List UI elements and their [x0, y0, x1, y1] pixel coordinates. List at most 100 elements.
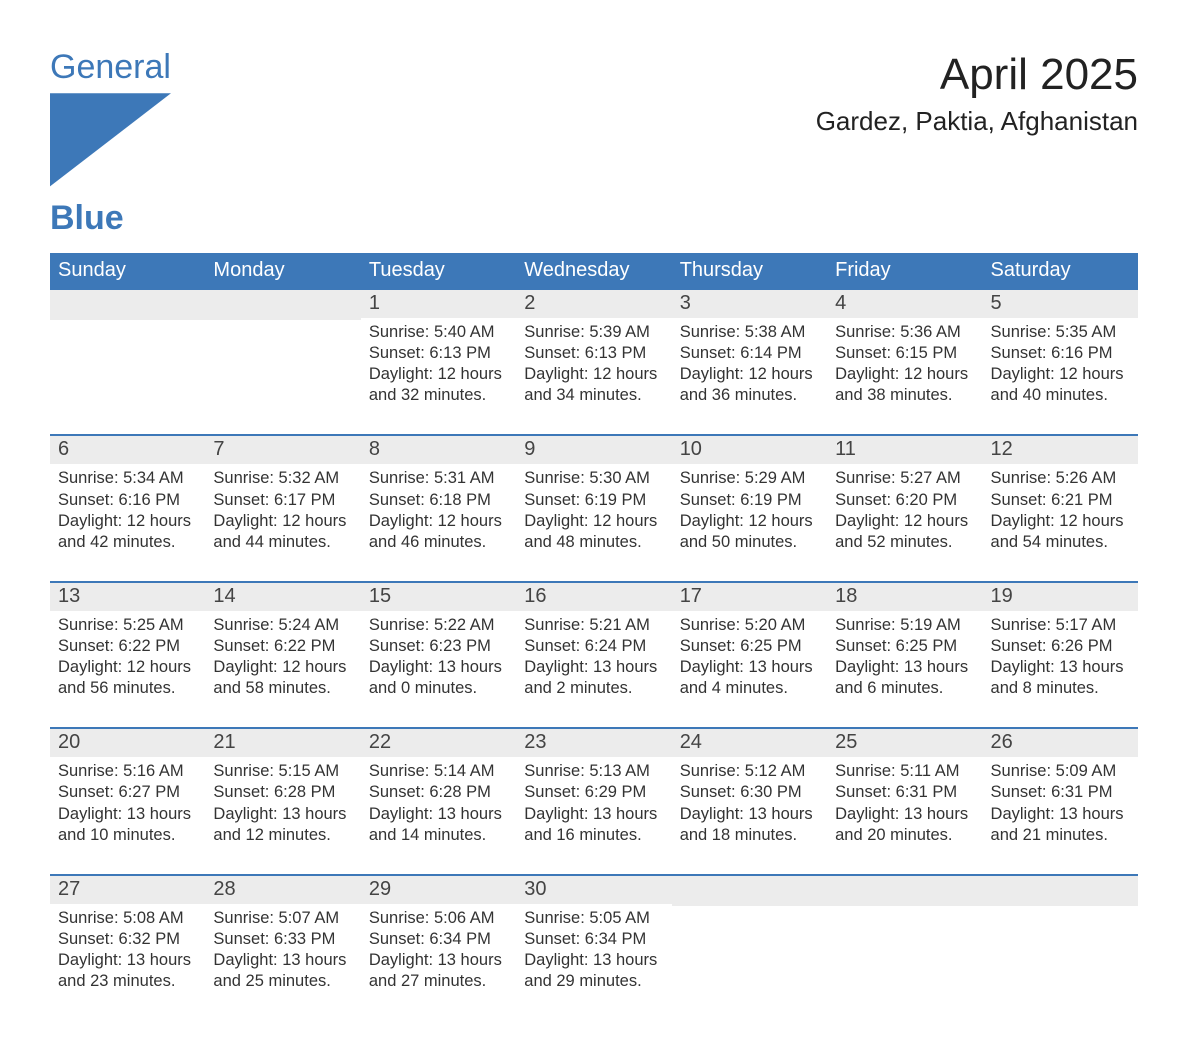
- sunset-line: Sunset: 6:25 PM: [835, 636, 974, 657]
- day-header: Thursday: [672, 253, 827, 290]
- sunrise-line: Sunrise: 5:30 AM: [524, 468, 663, 489]
- day-number: 24: [672, 729, 827, 757]
- sunrise-line: Sunrise: 5:39 AM: [524, 322, 663, 343]
- day-header: Friday: [827, 253, 982, 290]
- calendar-cell: 4Sunrise: 5:36 AMSunset: 6:15 PMDaylight…: [827, 290, 982, 435]
- day-number: 19: [983, 583, 1138, 611]
- day-content: Sunrise: 5:05 AMSunset: 6:34 PMDaylight:…: [516, 904, 671, 1020]
- calendar-cell: 6Sunrise: 5:34 AMSunset: 6:16 PMDaylight…: [50, 435, 205, 581]
- sunrise-line: Sunrise: 5:21 AM: [524, 615, 663, 636]
- daylight-line-2: and 56 minutes.: [58, 678, 197, 699]
- sunrise-line: Sunrise: 5:08 AM: [58, 908, 197, 929]
- day-number: [672, 876, 827, 906]
- daylight-line-1: Daylight: 12 hours: [991, 364, 1130, 385]
- daylight-line-1: Daylight: 12 hours: [524, 511, 663, 532]
- day-header: Sunday: [50, 253, 205, 290]
- calendar-body: 1Sunrise: 5:40 AMSunset: 6:13 PMDaylight…: [50, 290, 1138, 1020]
- day-number: 14: [205, 583, 360, 611]
- daylight-line-2: and 34 minutes.: [524, 385, 663, 406]
- day-content: Sunrise: 5:30 AMSunset: 6:19 PMDaylight:…: [516, 464, 671, 580]
- calendar-week: 27Sunrise: 5:08 AMSunset: 6:32 PMDayligh…: [50, 875, 1138, 1020]
- day-content: [827, 906, 982, 1018]
- daylight-line-2: and 54 minutes.: [991, 532, 1130, 553]
- day-content: [205, 320, 360, 432]
- sunset-line: Sunset: 6:32 PM: [58, 929, 197, 950]
- calendar-cell: 5Sunrise: 5:35 AMSunset: 6:16 PMDaylight…: [983, 290, 1138, 435]
- sunrise-line: Sunrise: 5:35 AM: [991, 322, 1130, 343]
- sunset-line: Sunset: 6:13 PM: [524, 343, 663, 364]
- calendar-table: SundayMondayTuesdayWednesdayThursdayFrid…: [50, 253, 1138, 1020]
- daylight-line-1: Daylight: 12 hours: [524, 364, 663, 385]
- day-number: 10: [672, 436, 827, 464]
- daylight-line-1: Daylight: 12 hours: [369, 364, 508, 385]
- sunset-line: Sunset: 6:21 PM: [991, 490, 1130, 511]
- day-header-row: SundayMondayTuesdayWednesdayThursdayFrid…: [50, 253, 1138, 290]
- sunset-line: Sunset: 6:27 PM: [58, 782, 197, 803]
- day-content: Sunrise: 5:11 AMSunset: 6:31 PMDaylight:…: [827, 757, 982, 873]
- day-number: 18: [827, 583, 982, 611]
- day-number: [50, 290, 205, 320]
- calendar-page: General Blue April 2025 Gardez, Paktia, …: [0, 0, 1188, 1060]
- calendar-cell: 23Sunrise: 5:13 AMSunset: 6:29 PMDayligh…: [516, 728, 671, 874]
- day-content: Sunrise: 5:34 AMSunset: 6:16 PMDaylight:…: [50, 464, 205, 580]
- day-number: 9: [516, 436, 671, 464]
- day-number: [205, 290, 360, 320]
- sunrise-line: Sunrise: 5:26 AM: [991, 468, 1130, 489]
- day-content: [50, 320, 205, 432]
- daylight-line-1: Daylight: 12 hours: [369, 511, 508, 532]
- calendar-week: 13Sunrise: 5:25 AMSunset: 6:22 PMDayligh…: [50, 582, 1138, 728]
- sunset-line: Sunset: 6:34 PM: [369, 929, 508, 950]
- calendar-cell: 8Sunrise: 5:31 AMSunset: 6:18 PMDaylight…: [361, 435, 516, 581]
- daylight-line-1: Daylight: 13 hours: [524, 950, 663, 971]
- sunrise-line: Sunrise: 5:05 AM: [524, 908, 663, 929]
- sunrise-line: Sunrise: 5:17 AM: [991, 615, 1130, 636]
- day-content: Sunrise: 5:25 AMSunset: 6:22 PMDaylight:…: [50, 611, 205, 727]
- sunset-line: Sunset: 6:25 PM: [680, 636, 819, 657]
- daylight-line-1: Daylight: 13 hours: [680, 804, 819, 825]
- calendar-cell: 12Sunrise: 5:26 AMSunset: 6:21 PMDayligh…: [983, 435, 1138, 581]
- day-content: Sunrise: 5:24 AMSunset: 6:22 PMDaylight:…: [205, 611, 360, 727]
- calendar-cell: 30Sunrise: 5:05 AMSunset: 6:34 PMDayligh…: [516, 875, 671, 1020]
- calendar-cell: 17Sunrise: 5:20 AMSunset: 6:25 PMDayligh…: [672, 582, 827, 728]
- sunset-line: Sunset: 6:17 PM: [213, 490, 352, 511]
- calendar-cell: 19Sunrise: 5:17 AMSunset: 6:26 PMDayligh…: [983, 582, 1138, 728]
- daylight-line-1: Daylight: 13 hours: [369, 804, 508, 825]
- day-content: Sunrise: 5:14 AMSunset: 6:28 PMDaylight:…: [361, 757, 516, 873]
- sunset-line: Sunset: 6:31 PM: [835, 782, 974, 803]
- sunrise-line: Sunrise: 5:27 AM: [835, 468, 974, 489]
- calendar-week: 20Sunrise: 5:16 AMSunset: 6:27 PMDayligh…: [50, 728, 1138, 874]
- daylight-line-2: and 44 minutes.: [213, 532, 352, 553]
- day-content: Sunrise: 5:08 AMSunset: 6:32 PMDaylight:…: [50, 904, 205, 1020]
- calendar-cell: 26Sunrise: 5:09 AMSunset: 6:31 PMDayligh…: [983, 728, 1138, 874]
- sunrise-line: Sunrise: 5:29 AM: [680, 468, 819, 489]
- day-content: Sunrise: 5:29 AMSunset: 6:19 PMDaylight:…: [672, 464, 827, 580]
- sunset-line: Sunset: 6:22 PM: [213, 636, 352, 657]
- daylight-line-1: Daylight: 13 hours: [58, 804, 197, 825]
- day-number: 26: [983, 729, 1138, 757]
- calendar-cell: 29Sunrise: 5:06 AMSunset: 6:34 PMDayligh…: [361, 875, 516, 1020]
- daylight-line-2: and 20 minutes.: [835, 825, 974, 846]
- daylight-line-2: and 10 minutes.: [58, 825, 197, 846]
- daylight-line-1: Daylight: 12 hours: [680, 364, 819, 385]
- day-number: 22: [361, 729, 516, 757]
- daylight-line-2: and 58 minutes.: [213, 678, 352, 699]
- day-number: 1: [361, 290, 516, 318]
- day-content: [672, 906, 827, 1018]
- calendar-cell: 24Sunrise: 5:12 AMSunset: 6:30 PMDayligh…: [672, 728, 827, 874]
- sunset-line: Sunset: 6:24 PM: [524, 636, 663, 657]
- day-content: Sunrise: 5:07 AMSunset: 6:33 PMDaylight:…: [205, 904, 360, 1020]
- day-content: Sunrise: 5:32 AMSunset: 6:17 PMDaylight:…: [205, 464, 360, 580]
- day-number: 30: [516, 876, 671, 904]
- daylight-line-1: Daylight: 13 hours: [369, 657, 508, 678]
- day-content: Sunrise: 5:09 AMSunset: 6:31 PMDaylight:…: [983, 757, 1138, 873]
- day-content: Sunrise: 5:21 AMSunset: 6:24 PMDaylight:…: [516, 611, 671, 727]
- sunset-line: Sunset: 6:19 PM: [524, 490, 663, 511]
- day-content: Sunrise: 5:39 AMSunset: 6:13 PMDaylight:…: [516, 318, 671, 434]
- daylight-line-1: Daylight: 12 hours: [213, 657, 352, 678]
- day-content: Sunrise: 5:38 AMSunset: 6:14 PMDaylight:…: [672, 318, 827, 434]
- day-number: 5: [983, 290, 1138, 318]
- daylight-line-1: Daylight: 13 hours: [991, 657, 1130, 678]
- day-number: 28: [205, 876, 360, 904]
- daylight-line-1: Daylight: 12 hours: [835, 364, 974, 385]
- calendar-cell: 11Sunrise: 5:27 AMSunset: 6:20 PMDayligh…: [827, 435, 982, 581]
